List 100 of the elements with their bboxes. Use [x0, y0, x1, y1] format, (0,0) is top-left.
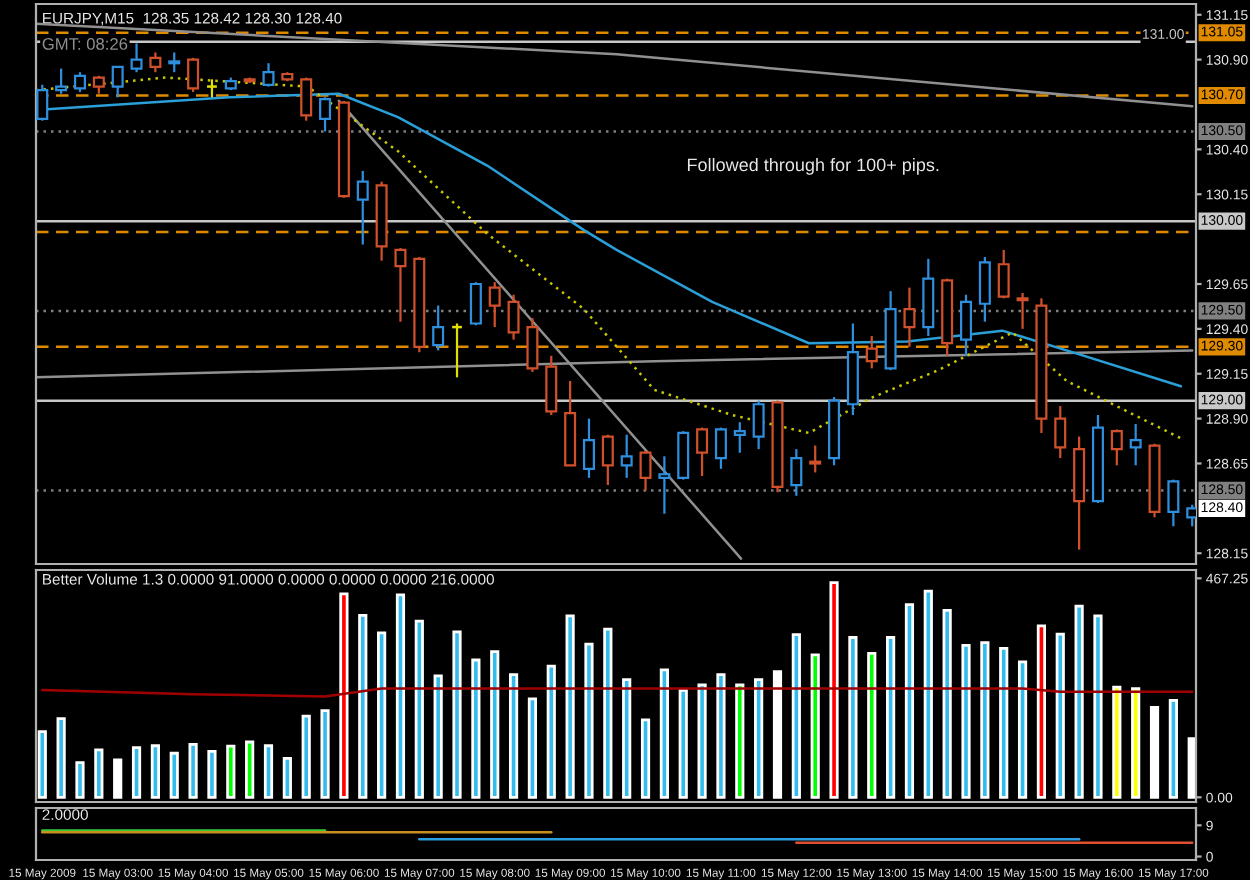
bar: [1017, 660, 1028, 799]
candlestick: [1016, 291, 1029, 330]
candlestick: [1129, 422, 1142, 467]
candlestick: [677, 430, 690, 481]
bar: [942, 608, 952, 799]
candlestick: [601, 433, 614, 487]
bar: [263, 744, 274, 799]
candlestick: [733, 421, 746, 454]
bar: [584, 642, 594, 799]
candlestick: [620, 433, 633, 479]
candlestick: [903, 286, 916, 348]
bar: [226, 744, 236, 799]
candlestick: [111, 65, 124, 99]
bar: [75, 761, 85, 799]
candlestick: [507, 293, 520, 341]
bar: [678, 689, 688, 799]
bar: [622, 678, 632, 799]
candlestick: [696, 426, 709, 478]
bar: [395, 593, 406, 799]
bar: [113, 758, 123, 799]
bar: [56, 717, 66, 799]
annotation: Followed through for 100+ pips.: [687, 157, 939, 175]
bar: [282, 757, 292, 799]
bar: [640, 718, 651, 799]
bar: [735, 683, 745, 799]
candlestick: [55, 67, 68, 95]
candlestick: [130, 42, 143, 74]
candlestick: [394, 246, 407, 323]
bar: [659, 668, 669, 799]
candlestick: [809, 444, 822, 474]
bar: [848, 636, 858, 799]
candlestick: [526, 316, 539, 374]
candlestick: [790, 448, 803, 497]
candlestick: [752, 399, 765, 451]
bar: [867, 652, 877, 799]
bar: [433, 674, 443, 799]
bar: [772, 670, 783, 799]
text: GMT: 08:26: [42, 38, 128, 50]
candlestick: [1167, 478, 1180, 528]
candlestick: [488, 281, 501, 329]
bar: [94, 748, 104, 799]
bar: [1036, 624, 1047, 799]
candlestick: [469, 281, 482, 327]
candlestick: [582, 417, 595, 479]
bar: [508, 673, 519, 799]
candlestick: [865, 334, 878, 370]
bar: [1093, 614, 1103, 799]
bar: [546, 664, 556, 799]
candlestick: [978, 255, 991, 323]
bar: [358, 614, 368, 799]
candlestick: [319, 96, 332, 133]
bar: [490, 650, 500, 799]
bar: [377, 631, 387, 799]
candlestick: [432, 304, 445, 352]
candlestick: [262, 62, 275, 88]
candlestick: [997, 248, 1010, 300]
bar: [697, 683, 707, 799]
candlestick: [1110, 428, 1123, 467]
bar: [791, 633, 801, 799]
bar: [1055, 632, 1065, 799]
candlestick: [1186, 503, 1196, 528]
bar: [37, 730, 47, 799]
bar: [961, 644, 971, 799]
bar: [1074, 604, 1084, 799]
candlestick: [36, 83, 49, 122]
candlestick: [149, 51, 162, 74]
bar: [150, 744, 160, 799]
bar: [904, 603, 915, 799]
candlestick: [356, 169, 369, 246]
candlestick: [73, 71, 86, 94]
candlestick: [187, 56, 200, 94]
candlestick: [168, 51, 181, 74]
bar: [320, 709, 330, 799]
candlestick: [300, 76, 313, 122]
candlestick: [1054, 404, 1067, 460]
bar: [1149, 705, 1160, 799]
bar: [527, 697, 538, 799]
candlestick: [960, 293, 973, 357]
bar: [452, 630, 462, 799]
bar: [301, 714, 311, 799]
bar: [1112, 685, 1122, 799]
bar: [169, 751, 179, 799]
candlestick: [545, 354, 558, 417]
bar: [999, 646, 1009, 799]
bar: [829, 581, 839, 799]
bar: [414, 619, 424, 799]
bar: [923, 589, 933, 799]
candlestick: [658, 455, 671, 515]
candlestick: [714, 426, 727, 470]
bar: [207, 749, 217, 799]
bar: [471, 658, 481, 799]
bar: [339, 592, 349, 799]
bar: [810, 653, 820, 799]
bar: [245, 740, 255, 799]
bar: [980, 641, 990, 799]
candlestick: [639, 449, 652, 492]
bar: [131, 746, 142, 799]
bar: [754, 678, 764, 799]
bar: [1168, 698, 1178, 799]
bar: [565, 614, 575, 799]
